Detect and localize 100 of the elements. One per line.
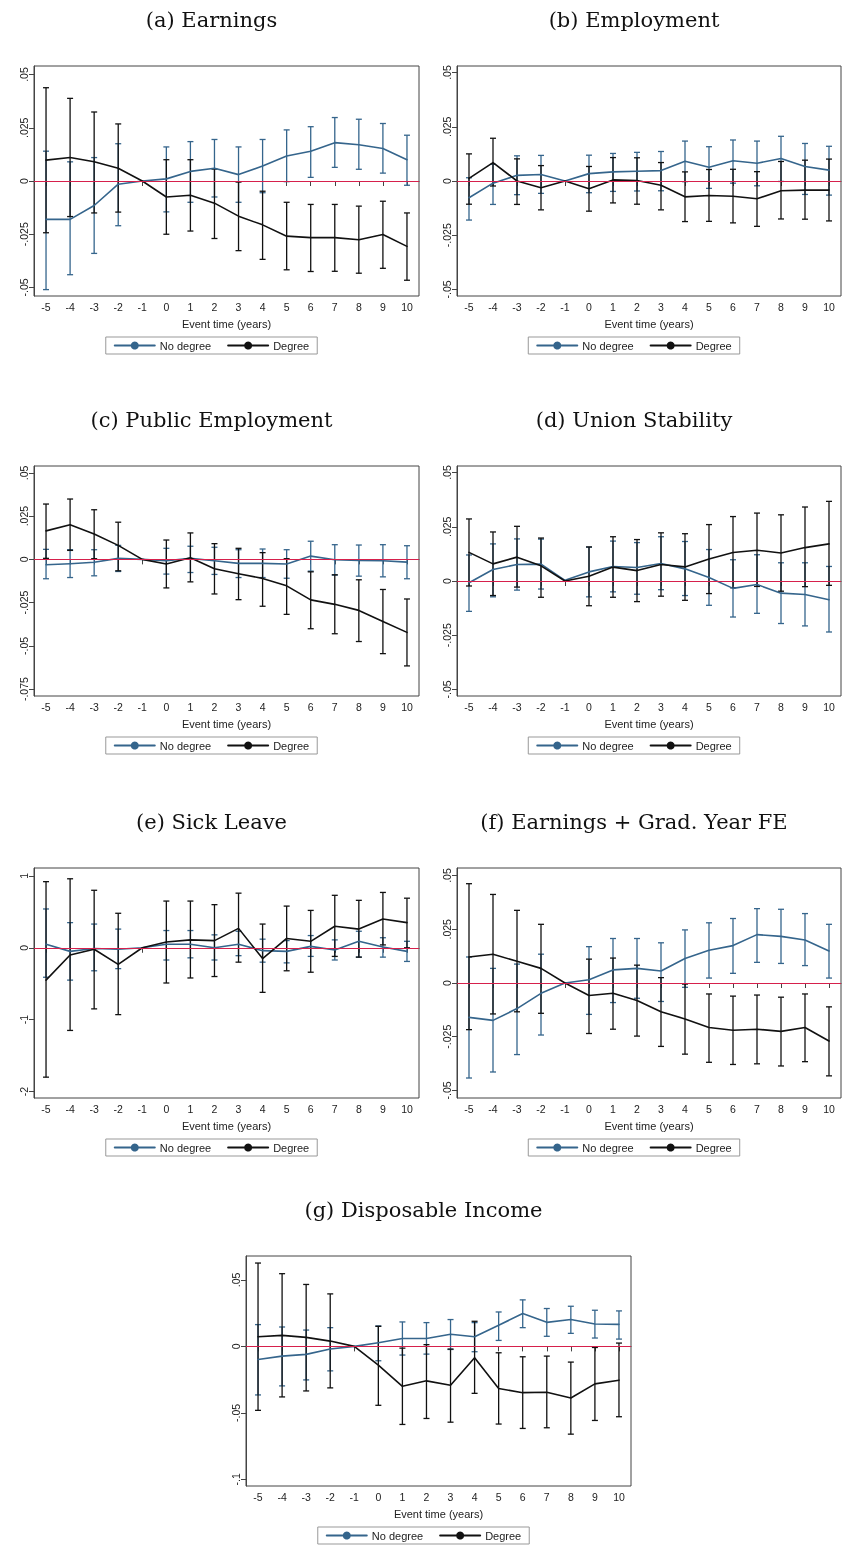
y-tick-label: -.05 [440,280,453,299]
x-tick-label: 8 [355,1102,362,1115]
x-tick-label: 1 [399,1490,406,1503]
x-tick-label: 3 [658,700,665,713]
x-tick-label: -3 [512,300,522,313]
x-tick-label: 0 [163,700,170,713]
chart-title: (a) Earnings [145,7,278,32]
x-tick-label: 4 [682,700,689,713]
x-tick-label: -5 [464,300,474,313]
x-tick-label: 4 [259,700,266,713]
x-tick-label: 2 [634,300,641,313]
x-tick-label: 6 [730,700,737,713]
x-tick-label: 5 [706,1102,713,1115]
y-tick-label: 0 [440,979,453,986]
x-tick-label: -2 [536,300,546,313]
y-tick-label: -.025 [440,623,453,648]
legend-label: No degree [371,1529,424,1542]
y-tick-label: -1 [17,1014,30,1025]
x-tick-label: 4 [259,300,266,313]
y-tick-label: -.025 [440,1024,453,1049]
x-tick-label: 8 [778,700,785,713]
x-tick-label: -4 [65,700,75,713]
x-tick-label: -4 [65,300,75,313]
x-tick-label: 1 [610,700,617,713]
y-tick-label: .025 [440,918,453,940]
y-tick-label: 0 [17,177,30,184]
x-tick-label: -4 [277,1490,287,1503]
y-tick-label: -.075 [17,676,30,702]
y-tick-label: .05 [17,67,30,82]
x-tick-label: -5 [41,300,51,313]
x-tick-label: 7 [331,300,338,313]
x-tick-label: 6 [519,1490,526,1503]
x-tick-label: 8 [355,700,362,713]
x-tick-label: 5 [706,700,713,713]
x-tick-label: 10 [823,300,835,313]
x-tick-label: 5 [283,1102,290,1115]
x-tick-label: 1 [610,300,617,313]
x-tick-label: 10 [401,300,413,313]
x-tick-label: 10 [401,1102,413,1115]
legend-label: Degree [695,1141,732,1154]
x-tick-label: 3 [658,1102,665,1115]
x-tick-label: 1 [187,1102,194,1115]
legend-label: No degree [159,339,212,352]
x-tick-label: 4 [471,1490,478,1503]
y-tick-label: -.025 [440,223,453,248]
x-tick-label: 2 [211,1102,218,1115]
x-tick-label: -1 [349,1490,360,1503]
x-tick-label: 0 [163,1102,170,1115]
x-tick-label: 7 [331,1102,338,1115]
x-tick-label: -4 [488,300,498,313]
x-tick-label: 3 [447,1490,454,1503]
legend-label: No degree [582,339,634,352]
chart-title: (d) Union Stability [535,407,733,432]
x-tick-label: 9 [379,1102,386,1115]
y-tick-label: .025 [440,516,453,537]
y-tick-label: -.05 [440,1081,453,1100]
x-axis-title: Event time (years) [181,717,272,730]
x-tick-label: -1 [137,700,148,713]
chart-title: (c) Public Employment [90,407,334,432]
y-tick-label: 1 [17,872,30,879]
legend-label: No degree [582,739,634,752]
x-tick-label: 6 [307,1102,314,1115]
x-tick-label: -5 [464,1102,474,1115]
legend-label: Degree [273,1141,310,1154]
x-axis-title: Event time (years) [393,1507,484,1520]
x-axis-title: Event time (years) [604,717,694,730]
x-tick-label: 7 [543,1490,550,1503]
x-axis-title: Event time (years) [604,317,694,330]
x-tick-label: 10 [613,1490,625,1503]
x-tick-label: -3 [89,1102,99,1115]
x-tick-label: 1 [187,700,194,713]
x-tick-label: -3 [301,1490,311,1503]
y-tick-label: -2 [17,1086,30,1097]
x-tick-label: -2 [113,300,124,313]
x-tick-label: 7 [754,300,761,313]
x-tick-label: 0 [375,1490,382,1503]
y-tick-label: -.05 [440,680,453,699]
x-tick-label: -2 [113,700,124,713]
x-tick-label: -4 [488,700,498,713]
x-tick-label: -3 [89,300,99,313]
x-tick-label: -5 [41,1102,51,1115]
x-tick-label: -1 [560,700,570,713]
chart-title: (b) Employment [548,7,720,32]
x-tick-label: -4 [65,1102,75,1115]
x-tick-label: -1 [560,300,570,313]
x-tick-label: 5 [283,300,290,313]
x-tick-label: 9 [802,700,809,713]
x-tick-label: 8 [778,300,785,313]
y-tick-label: -.1 [229,1473,242,1486]
x-tick-label: 1 [610,1102,617,1115]
x-tick-label: 2 [211,300,218,313]
x-tick-label: 10 [401,700,413,713]
x-tick-label: -2 [536,1102,546,1115]
x-axis-title: Event time (years) [181,1119,272,1132]
x-tick-label: 9 [379,700,386,713]
legend-label: Degree [273,739,310,752]
x-tick-label: -1 [137,300,148,313]
x-tick-label: 0 [586,1102,593,1115]
x-tick-label: 4 [682,1102,689,1115]
legend-label: Degree [273,339,310,352]
